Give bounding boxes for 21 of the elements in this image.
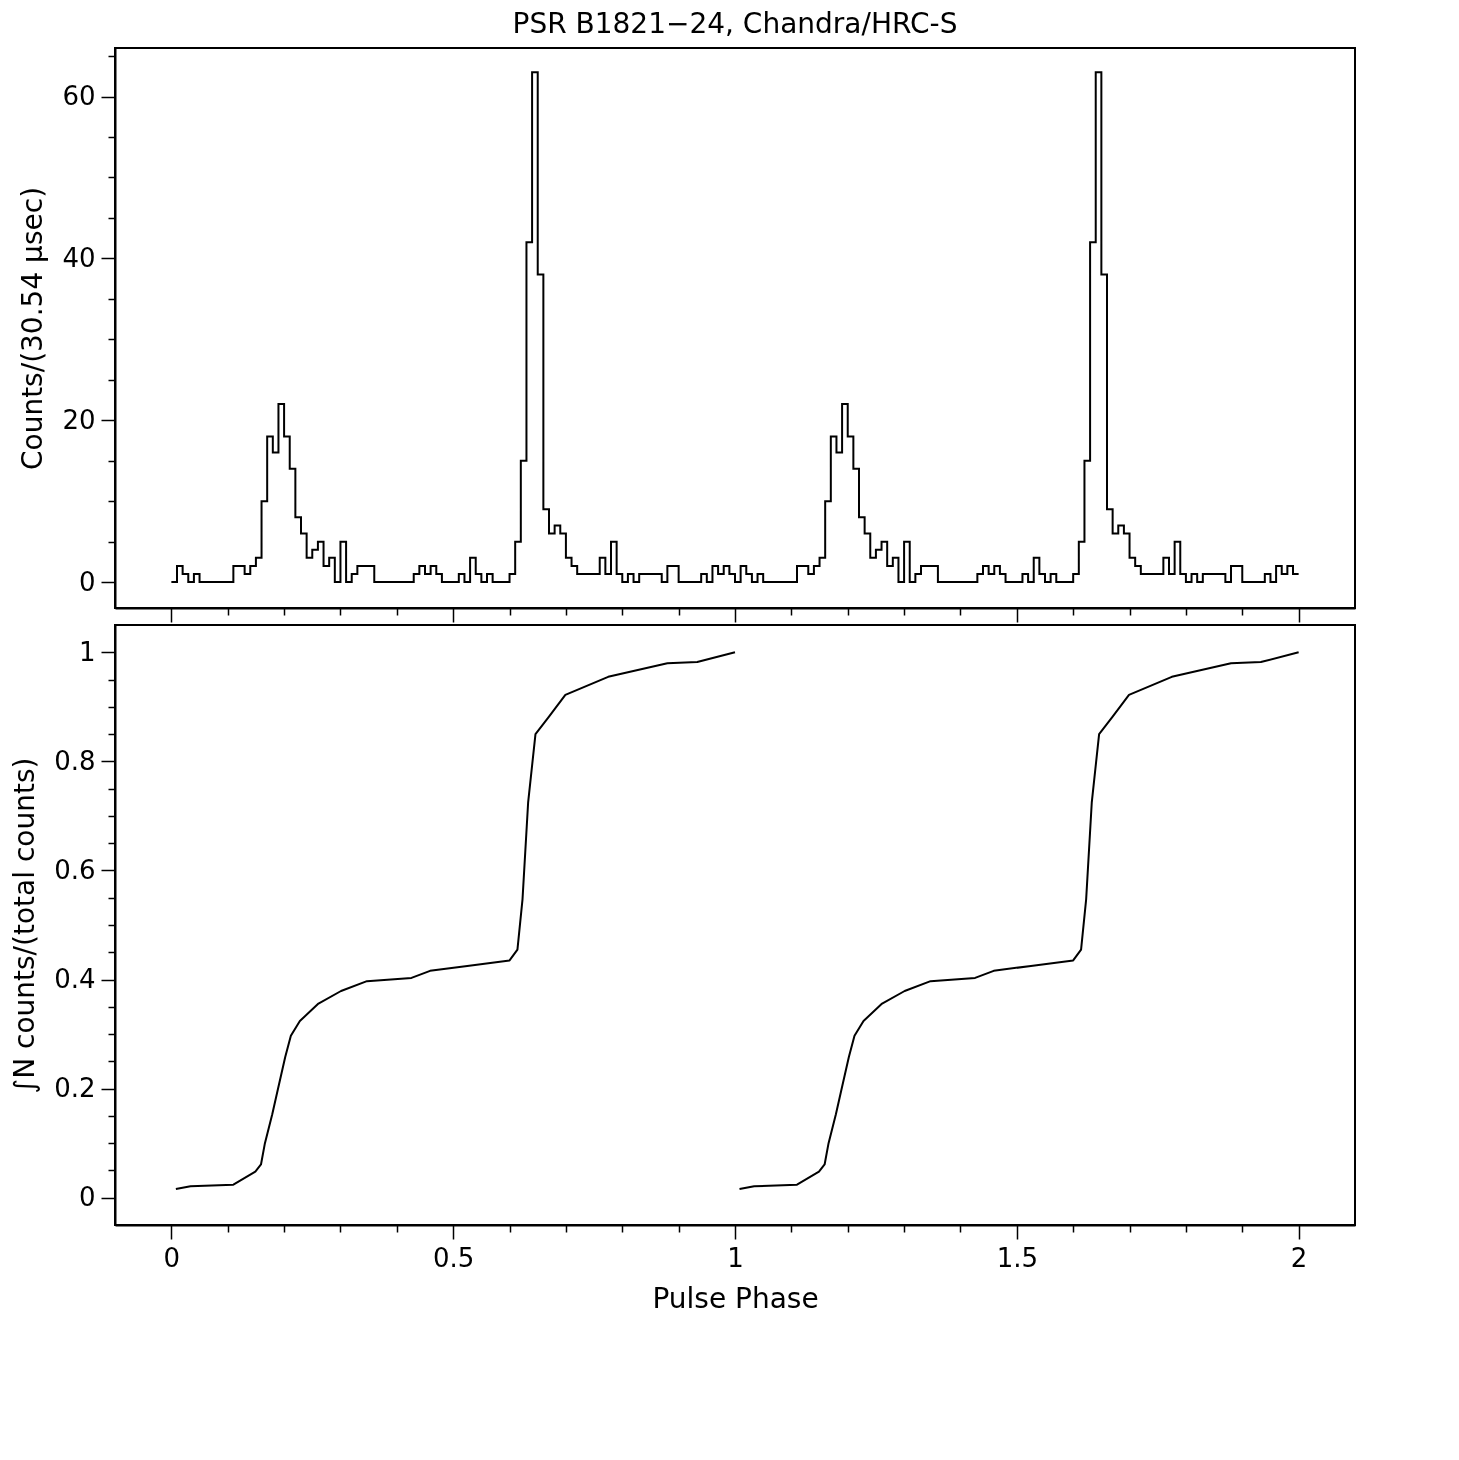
y-tick-label: 1 xyxy=(78,636,96,667)
x-tick-label: 2 xyxy=(1290,1242,1308,1273)
line-series xyxy=(174,651,736,1190)
y-tick-label: 20 xyxy=(62,404,96,435)
x-tick-label: 1 xyxy=(727,1242,744,1273)
x-tick-label: 1.5 xyxy=(996,1242,1038,1273)
y-axis-title: ∫N counts/(total counts) xyxy=(8,757,42,1094)
x-tick-label: 0 xyxy=(163,1242,181,1273)
x-tick-label: 0.5 xyxy=(433,1242,475,1273)
y-tick-label: 0.6 xyxy=(54,854,96,885)
y-tick-label: 0 xyxy=(78,566,96,597)
line-series xyxy=(738,651,1300,1190)
y-tick-label: 0.2 xyxy=(54,1073,96,1104)
y-tick-label: 60 xyxy=(62,81,96,112)
y-tick-label: 0.8 xyxy=(54,745,96,776)
y-tick-label: 0.4 xyxy=(54,964,96,995)
y-axis-title: Counts/(30.54 μsec) xyxy=(16,186,50,471)
chart-title: PSR B1821−24, Chandra/HRC-S xyxy=(512,7,958,41)
y-tick-label: 40 xyxy=(62,242,96,273)
y-tick-label: 0 xyxy=(78,1182,96,1213)
x-axis-title: Pulse Phase xyxy=(652,1281,819,1315)
